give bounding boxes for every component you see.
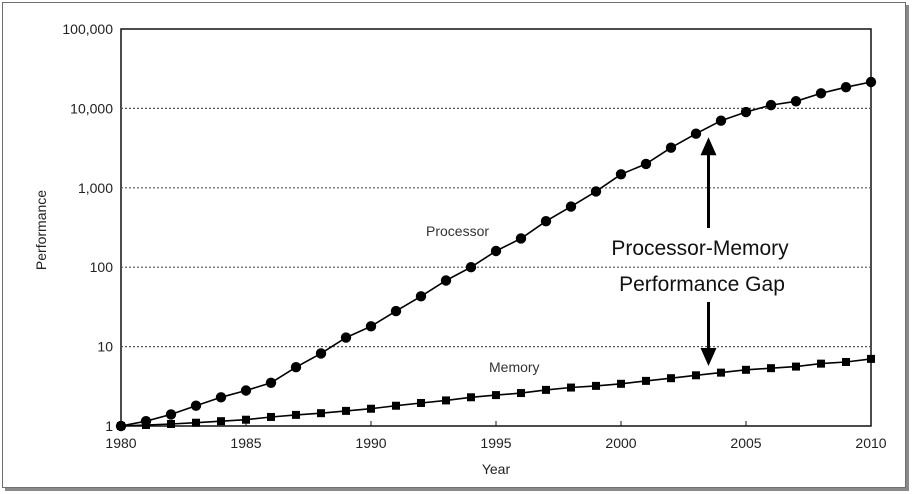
memory-point (367, 404, 375, 413)
processor-point (515, 233, 527, 244)
memory-point (717, 368, 725, 377)
processor-point (165, 409, 177, 420)
memory-point (542, 385, 550, 394)
x-axis-title: Year (482, 461, 511, 477)
memory-point (592, 381, 600, 390)
processor-point (315, 348, 327, 359)
x-tick-label: 1995 (480, 435, 511, 451)
processor-point (440, 275, 452, 286)
memory-point (642, 376, 650, 385)
processor-point (390, 305, 402, 317)
memory-point (217, 417, 225, 426)
processor-point (340, 332, 352, 343)
gap-arrowhead-up (700, 137, 717, 156)
x-tick-label: 1980 (105, 435, 136, 451)
memory-point (567, 383, 575, 392)
y-axis-ticks: 1 10 100 1,000 10,000 100,000 (62, 21, 113, 434)
processor-point (490, 245, 502, 257)
y-tick-label: 1,000 (78, 180, 113, 196)
processor-point (190, 400, 202, 411)
gap-arrowhead-down (700, 347, 717, 366)
memory-point (742, 365, 750, 374)
processor-point (740, 106, 752, 118)
memory-point (792, 362, 800, 371)
x-tick-label: 2000 (605, 435, 636, 451)
processor-point (290, 362, 302, 373)
memory-point (117, 422, 125, 430)
processor-point (265, 377, 277, 389)
processor-point (690, 128, 702, 139)
processor-point (415, 291, 427, 302)
memory-point (442, 396, 450, 405)
memory-point (842, 357, 850, 366)
y-tick-label: 100 (90, 259, 114, 275)
memory-point (142, 420, 150, 429)
memory-point (517, 389, 525, 398)
y-tick-label: 10 (97, 339, 113, 355)
processor-point (240, 385, 252, 396)
processor-point (665, 142, 677, 153)
memory-point (867, 354, 875, 363)
memory-point (817, 359, 825, 368)
memory-point (317, 409, 325, 418)
processor-point (540, 215, 552, 227)
processor-point (465, 262, 477, 273)
gap-annotation: Processor-Memory Performance Gap (611, 137, 789, 366)
x-tick-label: 2005 (730, 435, 761, 451)
processor-point (840, 81, 852, 93)
y-tick-label: 100,000 (62, 21, 113, 37)
processor-point (215, 392, 227, 403)
gap-label-line-2: Performance Gap (619, 273, 785, 296)
memory-point (692, 371, 700, 380)
y-tick-label: 1 (105, 418, 113, 434)
processor-point (590, 186, 602, 197)
memory-point (167, 419, 175, 428)
memory-point (192, 418, 200, 427)
x-tick-label: 1985 (230, 435, 261, 451)
y-tick-label: 10,000 (70, 100, 113, 116)
series-layer (115, 76, 877, 432)
processor-point (615, 169, 627, 180)
series-label-processor: Processor (426, 223, 489, 239)
processor-point (765, 99, 777, 111)
gap-label-line-1: Processor-Memory (611, 237, 789, 260)
memory-point (342, 406, 350, 415)
memory-point (467, 393, 475, 402)
memory-point (492, 391, 500, 400)
memory-point (267, 412, 275, 421)
processor-point (790, 96, 802, 107)
memory-point (667, 374, 675, 383)
memory-point (242, 415, 250, 424)
processor-point (640, 158, 652, 170)
processor-point (365, 321, 377, 332)
memory-point (292, 410, 300, 419)
processor-point (815, 88, 827, 99)
memory-point (767, 364, 775, 373)
y-axis-title: Performance (33, 190, 49, 270)
x-tick-label: 2010 (855, 435, 886, 451)
plot-area (120, 28, 872, 427)
processor-point (565, 201, 577, 212)
memory-point (392, 401, 400, 410)
memory-point (617, 379, 625, 388)
processor-point (865, 76, 877, 88)
x-tick-label: 1990 (355, 435, 386, 451)
memory-point (417, 398, 425, 407)
x-axis-ticks: 1980 1985 1990 1995 2000 2005 2010 (105, 421, 887, 451)
processor-point (715, 115, 727, 126)
series-label-memory: Memory (489, 359, 540, 375)
